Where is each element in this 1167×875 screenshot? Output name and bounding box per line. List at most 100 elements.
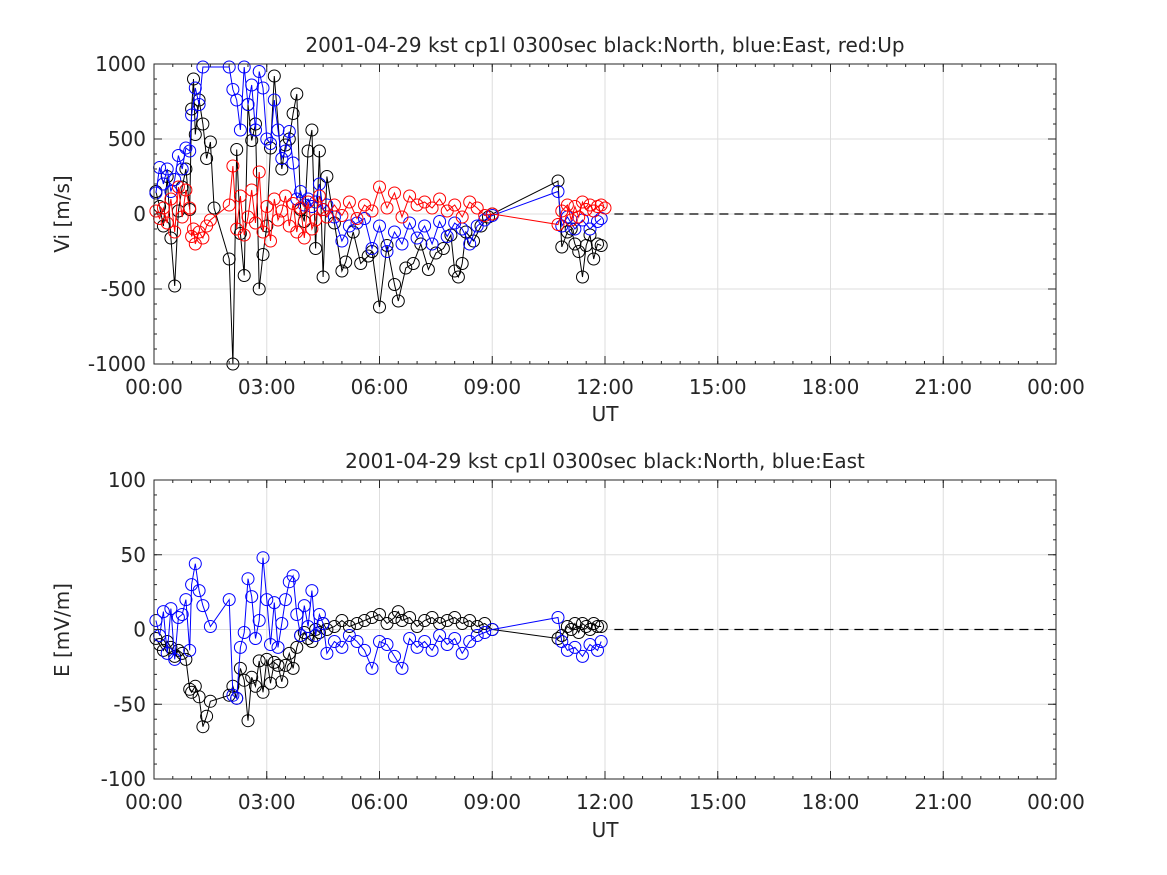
- efield-data-point: [275, 617, 289, 630]
- efield-data-point: [196, 599, 210, 613]
- velocity-data-point: [171, 149, 185, 162]
- efield-data-point: [350, 617, 364, 630]
- velocity-data-point: [286, 156, 300, 170]
- velocity-data-point: [410, 231, 424, 245]
- velocity-data-point: [196, 231, 210, 245]
- efield-data-point: [335, 640, 349, 654]
- velocity-data-point: [485, 207, 499, 221]
- efield-data-point: [175, 608, 189, 621]
- velocity-x-tick-label: 00:00: [125, 375, 183, 399]
- velocity-data-point: [440, 230, 454, 243]
- velocity-data-point: [335, 209, 349, 222]
- velocity-data-point: [576, 270, 589, 284]
- velocity-data-point: [264, 137, 277, 150]
- velocity-data-point: [279, 189, 292, 203]
- velocity-data-point: [230, 93, 244, 107]
- efield-data-point: [388, 649, 401, 663]
- efield-data-point: [365, 661, 379, 675]
- velocity-data-point: [380, 201, 394, 215]
- efield-data-point: [222, 593, 236, 607]
- efield-data-point: [312, 626, 326, 639]
- velocity-data-point: [551, 218, 565, 231]
- velocity-data-point: [342, 219, 356, 233]
- velocity-data-point: [463, 237, 477, 251]
- efield-data-point: [380, 638, 394, 651]
- velocity-data-point: [237, 60, 251, 74]
- efield-data-point: [192, 584, 206, 598]
- velocity-data-point: [260, 132, 274, 146]
- velocity-data-point: [286, 107, 300, 120]
- efield-data-point: [183, 643, 197, 657]
- velocity-data-point: [260, 200, 274, 213]
- efield-data-point: [233, 661, 247, 675]
- velocity-data-point: [373, 180, 386, 194]
- efield-data-point: [249, 632, 262, 645]
- velocity-data-point: [185, 108, 199, 122]
- efield-data-point: [312, 608, 326, 621]
- velocity-data-point: [305, 222, 319, 236]
- velocity-data-point: [399, 261, 413, 275]
- velocity-data-point: [160, 216, 174, 230]
- efield-data-point: [358, 614, 371, 627]
- efield-x-tick-label: 03:00: [238, 790, 296, 814]
- velocity-data-point: [241, 98, 255, 111]
- velocity-data-point: [594, 198, 608, 212]
- velocity-data-point: [410, 198, 424, 212]
- velocity-panel: 00:00 03:00 06:00 09:00 12:00 15:00 18:00 21:00…: [50, 33, 1085, 426]
- velocity-data-point: [252, 65, 266, 78]
- velocity-data-point: [395, 210, 409, 224]
- efield-data-point: [373, 608, 386, 621]
- velocity-data-point: [433, 215, 447, 228]
- velocity-data-point: [267, 69, 281, 83]
- velocity-data-point: [350, 216, 364, 230]
- efield-data-point: [245, 590, 259, 604]
- efield-data-point: [316, 617, 330, 630]
- velocity-data-point: [164, 185, 178, 198]
- efield-x-tick-label: 18:00: [802, 790, 860, 814]
- efield-data-point: [560, 643, 574, 657]
- efield-data-point: [237, 626, 251, 639]
- velocity-data-point: [455, 210, 469, 224]
- efield-data-point: [470, 629, 484, 642]
- efield-y-tick-label: 100: [108, 468, 146, 492]
- efield-data-point: [576, 649, 589, 663]
- efield-data-point: [171, 611, 185, 624]
- efield-data-point: [260, 593, 274, 607]
- efield-panel-title: 2001-04-29 kst cp1l 0300sec black:North,…: [345, 449, 865, 473]
- velocity-data-point: [373, 219, 386, 233]
- efield-y-tick-label: 50: [121, 543, 146, 567]
- velocity-data-point: [455, 257, 469, 270]
- velocity-data-point: [175, 162, 189, 176]
- efield-x-tick-label: 12:00: [576, 790, 634, 814]
- efield-data-point: [286, 661, 300, 675]
- efield-data-point: [252, 614, 266, 627]
- efield-data-point: [551, 611, 565, 624]
- velocity-data-point: [196, 117, 210, 131]
- efield-x-axis-label: UT: [592, 818, 620, 842]
- velocity-data-point: [354, 257, 368, 270]
- efield-data-point: [391, 605, 405, 619]
- efield-data-point: [551, 632, 565, 645]
- efield-data-point: [425, 643, 439, 657]
- velocity-x-tick-label: 09:00: [463, 375, 521, 399]
- efield-data-point: [233, 640, 247, 654]
- efield-plot-area: 00:00 03:00 06:00 09:00 12:00 15:00 18:00 21:00…: [101, 468, 1085, 814]
- efield-data-point: [403, 632, 417, 645]
- velocity-data-point: [237, 269, 251, 282]
- efield-data-point: [164, 602, 178, 616]
- efield-series-line: [155, 557, 602, 700]
- velocity-data-point: [192, 93, 206, 107]
- velocity-y-tick-label: -500: [101, 277, 146, 301]
- efield-data-point: [279, 593, 292, 607]
- velocity-data-point: [598, 201, 612, 215]
- efield-data-point: [256, 685, 270, 699]
- velocity-data-point: [572, 210, 586, 224]
- efield-data-point: [192, 690, 206, 704]
- efield-data-point: [156, 605, 170, 619]
- velocity-data-point: [301, 195, 315, 209]
- efield-data-point: [275, 675, 289, 689]
- efield-x-tick-label: 15:00: [689, 790, 747, 814]
- efield-data-point: [297, 599, 311, 613]
- efield-data-point: [222, 688, 236, 702]
- efield-data-point: [241, 714, 255, 728]
